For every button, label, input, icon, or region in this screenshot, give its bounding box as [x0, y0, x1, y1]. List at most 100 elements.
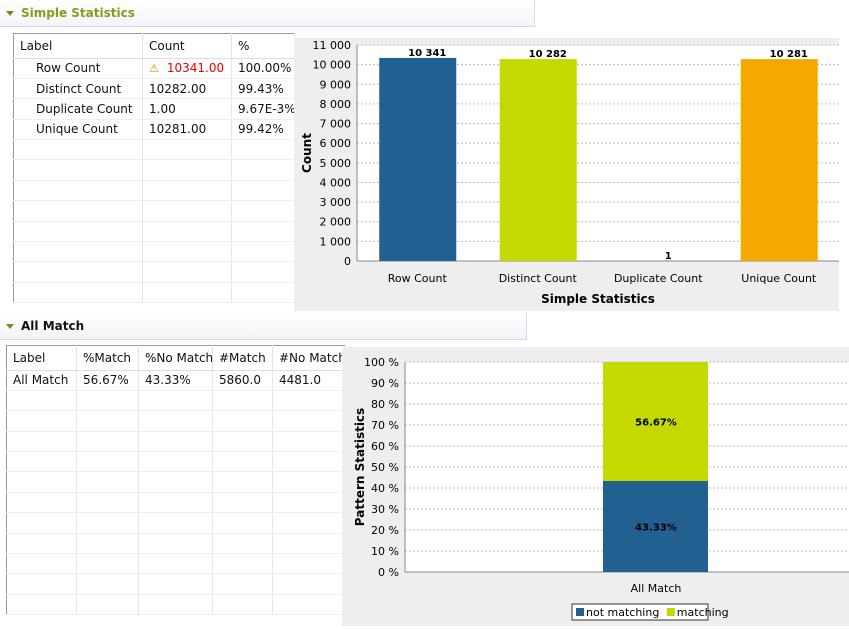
empty-cell	[273, 574, 346, 594]
column-header[interactable]: Label	[7, 346, 77, 371]
empty-row	[7, 431, 346, 451]
column-header[interactable]: Label	[14, 34, 143, 59]
empty-cell	[14, 282, 143, 302]
all-match-table: Label%Match%No Match#Match#No Match All …	[6, 345, 346, 615]
y-tick-label: 2 000	[320, 216, 352, 229]
empty-row	[7, 594, 346, 614]
data-label: 10 282	[529, 49, 567, 60]
empty-row	[14, 201, 295, 221]
empty-cell	[213, 574, 273, 594]
cell-label: Duplicate Count	[14, 99, 143, 119]
bar	[741, 59, 818, 261]
data-label: 10 341	[408, 48, 446, 59]
cell-pct: 9.67E-3%	[232, 99, 295, 119]
x-tick-label: Distinct Count	[499, 272, 578, 285]
empty-cell	[273, 411, 346, 431]
y-tick-label: 4 000	[320, 176, 352, 189]
column-header[interactable]: %No Match	[139, 346, 213, 371]
y-tick-label: 90 %	[371, 377, 399, 390]
cell-count: 1.00	[143, 99, 232, 119]
section-header-all-match[interactable]: All Match	[0, 313, 527, 340]
empty-cell	[143, 201, 232, 221]
empty-cell	[213, 553, 273, 573]
empty-row	[7, 472, 346, 492]
empty-row	[14, 282, 295, 302]
empty-cell	[139, 513, 213, 533]
section-header-simple-statistics[interactable]: Simple Statistics	[0, 0, 535, 27]
count-value: 10341.00	[167, 61, 224, 75]
empty-cell	[232, 160, 295, 180]
empty-cell	[232, 180, 295, 200]
empty-cell	[232, 282, 295, 302]
table-row[interactable]: Row Count ⚠ 10341.00 100.00%	[14, 58, 295, 78]
empty-row	[7, 391, 346, 411]
empty-cell	[14, 221, 143, 241]
empty-cell	[7, 391, 77, 411]
y-tick-label: 0	[344, 255, 351, 268]
empty-cell	[273, 533, 346, 553]
empty-row	[7, 492, 346, 512]
empty-cell	[143, 262, 232, 282]
empty-cell	[213, 513, 273, 533]
y-tick-label: 1 000	[320, 235, 352, 248]
empty-cell	[232, 221, 295, 241]
empty-cell	[273, 452, 346, 472]
empty-cell	[77, 492, 139, 512]
cell-pct: 100.00%	[232, 58, 295, 78]
y-tick-label: 80 %	[371, 398, 399, 411]
empty-cell	[273, 391, 346, 411]
empty-cell	[273, 431, 346, 451]
empty-cell	[14, 140, 143, 160]
column-header[interactable]: #Match	[213, 346, 273, 371]
empty-cell	[232, 140, 295, 160]
y-tick-label: 9 000	[320, 78, 352, 91]
cell-pct: 99.42%	[232, 119, 295, 139]
empty-cell	[77, 553, 139, 573]
cell-match-pct: 56.67%	[77, 370, 139, 390]
empty-cell	[7, 411, 77, 431]
empty-row	[7, 411, 346, 431]
y-tick-label: 8 000	[320, 98, 352, 111]
empty-row	[14, 221, 295, 241]
empty-cell	[14, 180, 143, 200]
cell-match: 5860.0	[213, 370, 273, 390]
empty-cell	[143, 180, 232, 200]
empty-cell	[232, 201, 295, 221]
y-tick-label: 5 000	[320, 157, 352, 170]
y-tick-label: 10 000	[313, 59, 352, 72]
empty-cell	[139, 574, 213, 594]
cell-nomatch-pct: 43.33%	[139, 370, 213, 390]
cell-count: ⚠ 10341.00	[143, 58, 232, 78]
legend-label: matching	[677, 606, 729, 619]
empty-cell	[232, 262, 295, 282]
y-tick-label: 11 000	[313, 39, 352, 52]
empty-cell	[213, 411, 273, 431]
empty-cell	[213, 452, 273, 472]
empty-cell	[7, 472, 77, 492]
column-header[interactable]: Count	[143, 34, 232, 59]
column-header[interactable]: %Match	[77, 346, 139, 371]
cell-label: Row Count	[14, 58, 143, 78]
warning-icon: ⚠	[149, 62, 159, 75]
empty-row	[14, 262, 295, 282]
collapse-triangle-icon[interactable]	[6, 324, 14, 329]
y-tick-label: 70 %	[371, 419, 399, 432]
empty-cell	[232, 241, 295, 261]
collapse-triangle-icon[interactable]	[6, 11, 14, 16]
empty-cell	[139, 431, 213, 451]
empty-cell	[213, 431, 273, 451]
y-tick-label: 10 %	[371, 545, 399, 558]
empty-cell	[213, 472, 273, 492]
column-header[interactable]: #No Match	[273, 346, 346, 371]
empty-row	[7, 574, 346, 594]
x-tick-label: Row Count	[388, 272, 448, 285]
empty-cell	[7, 553, 77, 573]
empty-cell	[143, 140, 232, 160]
column-header[interactable]: %	[232, 34, 295, 59]
empty-cell	[14, 160, 143, 180]
